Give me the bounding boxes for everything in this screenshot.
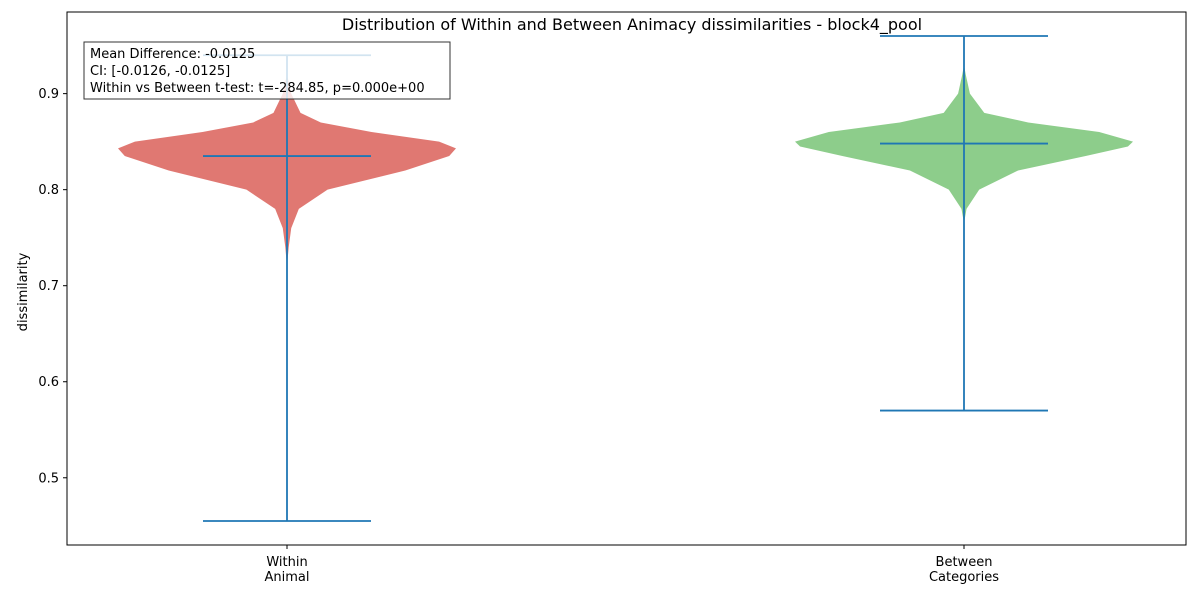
y-axis: 0.5 0.6 0.7 0.8 0.9: [38, 87, 67, 486]
stats-annotation: Mean Difference: -0.0125 CI: [-0.0126, -…: [83, 41, 451, 100]
y-tick-label: 0.6: [38, 375, 59, 390]
x-tick-label: Within: [266, 555, 307, 570]
axes-frame: [66, 11, 1187, 546]
chart-title: Distribution of Within and Between Anima…: [342, 15, 922, 35]
x-tick-label: Between: [936, 555, 993, 570]
x-tick-label: Animal: [265, 570, 310, 585]
plot-area: [118, 35, 1133, 522]
y-axis-label: dissimilarity: [16, 252, 31, 331]
annotation-box: [83, 41, 451, 100]
annotation-mean-difference: Mean Difference: -0.0125: [90, 47, 255, 62]
annotation-t-test: Within vs Between t-test: t=-284.85, p=0…: [90, 81, 425, 96]
x-tick-label: Categories: [929, 570, 999, 585]
y-tick-label: 0.7: [38, 279, 59, 294]
y-tick-label: 0.8: [38, 183, 59, 198]
annotation-ci: CI: [-0.0126, -0.0125]: [90, 64, 230, 79]
y-tick-label: 0.5: [38, 471, 59, 486]
y-tick-label: 0.9: [38, 87, 59, 102]
